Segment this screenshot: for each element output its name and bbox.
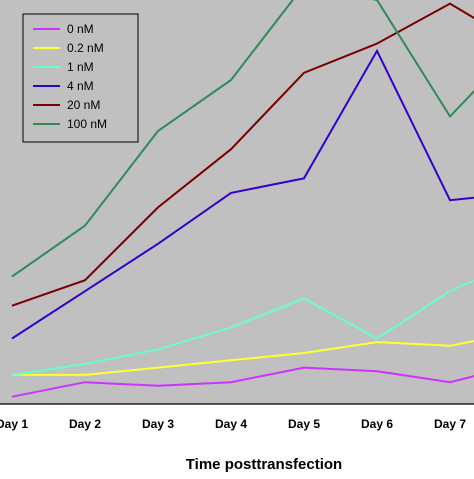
legend-label: 0.2 nM — [67, 41, 104, 55]
series-line-2 — [11, 279, 474, 376]
legend-label: 20 nM — [67, 98, 100, 112]
x-tick-label: Day 1 — [0, 417, 28, 431]
legend-label: 100 nM — [67, 117, 107, 131]
legend-label: 0 nM — [67, 22, 94, 36]
series-line-3 — [11, 48, 474, 340]
legend-label: 1 nM — [67, 60, 94, 74]
series-line-0 — [11, 366, 474, 398]
legend: 0 nM 0.2 nM 1 nM 4 nM 20 nM 100 nM — [22, 13, 139, 143]
series-line-1 — [12, 339, 474, 376]
x-tick-label: Day 5 — [288, 417, 320, 431]
series-line-5 — [11, 0, 474, 278]
x-tick-label: Day 6 — [361, 417, 393, 431]
x-tick-label: Day 3 — [142, 417, 174, 431]
legend-box — [22, 13, 139, 143]
x-tick-label: Day 2 — [69, 417, 101, 431]
legend-entries: 0 nM 0.2 nM 1 nM 4 nM 20 nM 100 nM — [33, 22, 107, 131]
x-tick-label: Day 4 — [215, 417, 247, 431]
x-axis-title: Time posttransfection — [186, 456, 342, 473]
legend-label: 4 nM — [67, 79, 94, 93]
series-layer — [11, 0, 474, 398]
x-tick-label: Day 7 — [434, 417, 466, 431]
series-line-4 — [11, 2, 474, 307]
